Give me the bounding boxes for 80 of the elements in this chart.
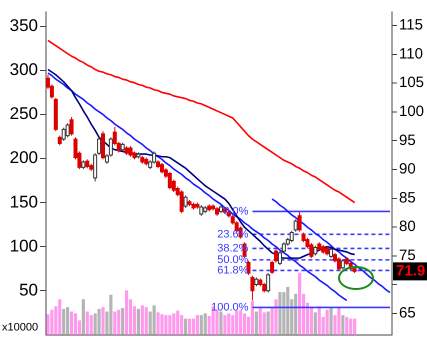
bar: [242, 313, 246, 335]
y2-tick-label: 115: [399, 16, 423, 34]
y2-tick-label: 75: [399, 247, 416, 264]
y2-tick-label: 100: [399, 103, 424, 120]
series-label: 100.0%: [211, 302, 249, 314]
bar: [121, 308, 124, 335]
bar: [341, 315, 344, 335]
bar: [353, 318, 356, 335]
series-label: 50.0%: [217, 254, 249, 266]
bar: [144, 307, 148, 335]
y-tick-label: 50: [19, 280, 38, 300]
bar: [215, 310, 219, 335]
y-tick-label: 350: [10, 16, 38, 35]
bar: [254, 312, 258, 335]
bar: [278, 292, 282, 335]
bar: [50, 310, 54, 335]
y2-tick-label: 95: [399, 132, 416, 149]
bar: [136, 308, 140, 335]
bar: [101, 307, 105, 335]
bar: [219, 312, 223, 335]
y-tick-label: 150: [10, 192, 38, 212]
bar: [82, 299, 85, 335]
y-tick-label: 200: [10, 148, 38, 168]
bar: [66, 307, 70, 335]
y2-tick-label: 110: [399, 45, 423, 62]
bar: [94, 313, 97, 335]
bar: [200, 315, 203, 335]
bar: [266, 312, 270, 335]
y2-tick-label: 90: [399, 160, 416, 178]
bar: [172, 313, 176, 335]
text: x10000: [2, 321, 38, 334]
bar: [294, 294, 298, 335]
bar: [98, 308, 101, 335]
bar: [298, 272, 302, 335]
bar: [90, 315, 93, 335]
bar: [117, 310, 120, 335]
bar: [152, 305, 156, 335]
bar: [168, 315, 172, 335]
annotation: 71.9: [396, 262, 426, 280]
bar: [109, 294, 112, 335]
bar: [286, 286, 290, 335]
bar: [223, 315, 226, 335]
y-tick-label: 100: [10, 236, 38, 256]
bar: [337, 308, 340, 335]
bar: [176, 310, 180, 335]
bar: [196, 315, 199, 335]
bar: [164, 315, 168, 335]
bar: [74, 313, 78, 335]
bar: [46, 314, 50, 335]
bar: [184, 318, 188, 335]
bar: [156, 312, 160, 335]
bar: [329, 308, 333, 335]
bar: [326, 310, 329, 335]
y2-tick-label: 85: [399, 189, 416, 206]
bar: [349, 318, 352, 335]
y2-tick-label: 65: [399, 304, 416, 322]
bar: [62, 308, 66, 335]
bar: [262, 312, 266, 335]
bar: [239, 310, 242, 335]
bar: [188, 318, 192, 335]
bar: [258, 308, 262, 335]
y2-tick-label: 80: [399, 218, 416, 236]
bar: [70, 312, 74, 335]
bar: [58, 299, 62, 335]
bar: [235, 310, 238, 335]
bar: [227, 313, 230, 335]
bar: [125, 290, 128, 335]
y2-tick-label: 105: [399, 74, 424, 92]
bar: [86, 312, 89, 335]
bar: [113, 312, 116, 335]
bar: [160, 314, 164, 335]
bar: [314, 312, 317, 335]
bar: [140, 305, 144, 335]
y-tick-label: 300: [10, 60, 38, 80]
bar: [345, 316, 348, 335]
bar: [204, 313, 207, 335]
bar: [192, 318, 196, 335]
bar: [250, 300, 254, 335]
bar: [318, 306, 321, 335]
y-tick-label: 250: [10, 104, 38, 124]
